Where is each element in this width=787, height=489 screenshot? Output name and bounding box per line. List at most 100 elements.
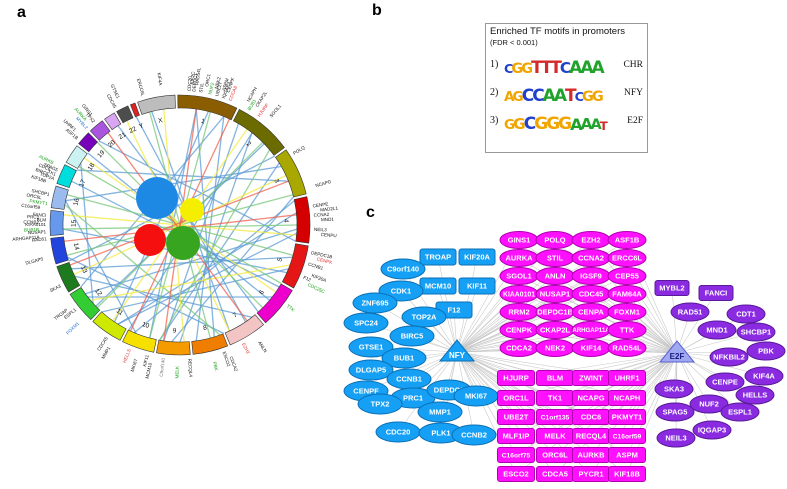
gene-node-ESPL1 bbox=[720, 402, 760, 422]
gene-node-label-TTK: TTK bbox=[620, 325, 635, 334]
gene-node-label-UHRF1: UHRF1 bbox=[614, 373, 639, 382]
circos-gene-label-ORC1: ORC1 bbox=[204, 73, 211, 87]
gene-node-label-FANCI: FANCI bbox=[705, 288, 728, 297]
gene-node-label-CDC20: CDC20 bbox=[386, 427, 411, 436]
gene-node-C16orf75 bbox=[497, 447, 535, 463]
motif-letter: A bbox=[542, 86, 556, 106]
circos-gene-label-CENPK: CENPK bbox=[316, 256, 333, 265]
gene-node-label-EZH2: EZH2 bbox=[581, 235, 600, 244]
motif-letter: A bbox=[580, 58, 593, 78]
circos-chord bbox=[74, 275, 253, 318]
chromosome-arc-12 bbox=[69, 287, 101, 321]
gene-node-label-PBK: PBK bbox=[758, 346, 774, 355]
panel-label-c: c bbox=[366, 204, 375, 221]
circos-chord bbox=[65, 165, 282, 202]
gene-node-label-TOP2A: TOP2A bbox=[412, 312, 437, 321]
circos-gene-label-DEPDC1: DEPDC1 bbox=[191, 72, 198, 91]
chromosome-number-5: 5 bbox=[276, 257, 284, 263]
gene-node-label-DLGAP5: DLGAP5 bbox=[356, 365, 386, 374]
circos-gene-label-KIAA0101: KIAA0101 bbox=[25, 222, 46, 227]
circos-gene-label-PKMYT1: PKMYT1 bbox=[29, 198, 48, 206]
chromosome-arc-21 bbox=[104, 112, 122, 131]
gene-node-FAM64A bbox=[607, 285, 647, 303]
motif-letter: A bbox=[591, 58, 604, 78]
chromosome-number-2: 2 bbox=[245, 140, 253, 148]
gene-node-label-BLM: BLM bbox=[547, 373, 563, 382]
chromosome-arc-11 bbox=[92, 311, 127, 341]
chromosome-number-22: 22 bbox=[128, 125, 138, 135]
gene-node-MYBL2 bbox=[654, 280, 690, 296]
gene-node-BIRC5 bbox=[389, 325, 435, 347]
motif-rank: 2) bbox=[490, 87, 499, 99]
tf-hub-E2F bbox=[658, 340, 696, 363]
chromosome-arc-20 bbox=[89, 120, 111, 141]
gene-node-label-ESCO2: ESCO2 bbox=[503, 469, 528, 478]
circos-gene-label-CDC25C: CDC25C bbox=[307, 282, 326, 295]
circos-gene-label-AURKB: AURKB bbox=[38, 154, 54, 165]
chromosome-arc-X bbox=[137, 94, 176, 115]
chromosome-number-9: 9 bbox=[173, 327, 177, 334]
motif-letter: G bbox=[511, 61, 523, 78]
gene-node-KIF18B bbox=[608, 466, 646, 482]
circos-gene-label-TTK: TTK bbox=[286, 303, 297, 313]
chromosome-number-10: 10 bbox=[141, 321, 150, 330]
gene-node-SPC24 bbox=[343, 312, 389, 334]
gene-node-CENPE bbox=[705, 372, 745, 392]
gene-node-label-F12: F12 bbox=[448, 305, 461, 314]
chromosome-arc-10 bbox=[122, 329, 157, 353]
gene-node-HJURP bbox=[497, 370, 535, 386]
network-edge bbox=[456, 285, 478, 353]
circos-gene-label-KIF2C: KIF2C bbox=[190, 71, 196, 85]
circos-gene-label-CENPE: CENPE bbox=[312, 201, 328, 208]
chromosome-number-3: 3 bbox=[272, 178, 280, 185]
motif-letter: A bbox=[570, 114, 582, 134]
gene-node-label-STIL: STIL bbox=[547, 253, 564, 262]
gene-node-label-AURKB: AURKB bbox=[577, 450, 605, 459]
gene-node-C16orf59 bbox=[608, 428, 646, 444]
circos-gene-label-ERCC6L: ERCC6L bbox=[136, 78, 146, 97]
gene-node-label-C9orf140: C9orf140 bbox=[387, 264, 419, 273]
gene-node-GTSE1 bbox=[348, 336, 394, 358]
motif-letter: G bbox=[534, 114, 548, 134]
circos-gene-label-BIRC5: BIRC5 bbox=[35, 167, 50, 177]
circos-gene-label-ORC6L: ORC6L bbox=[26, 192, 42, 200]
chromosome-number-18: 18 bbox=[87, 162, 97, 172]
gene-node-label-NFKBIL2: NFKBIL2 bbox=[713, 352, 745, 361]
gene-node-label-PLK1: PLK1 bbox=[431, 428, 450, 437]
gene-node-ESCO2 bbox=[497, 466, 535, 482]
gene-node-label-CDCA5: CDCA5 bbox=[542, 469, 568, 478]
gene-node-C9orf140 bbox=[380, 258, 426, 280]
motif-letter: T bbox=[540, 58, 553, 78]
gene-node-TPX2 bbox=[357, 393, 403, 415]
gene-node-label-ORC6L: ORC6L bbox=[542, 450, 568, 459]
gene-node-label-CEP55: CEP55 bbox=[615, 271, 639, 280]
gene-node-label-AURKA: AURKA bbox=[505, 253, 533, 262]
chromosome-number-12: 12 bbox=[93, 288, 103, 298]
chromosome-arc-7 bbox=[224, 314, 264, 346]
gene-node-RAD54L bbox=[607, 339, 647, 357]
circos-gene-label-TPX2: TPX2 bbox=[85, 112, 97, 124]
network-edge bbox=[456, 351, 517, 418]
chromosome-number-14: 14 bbox=[72, 242, 80, 251]
gene-node-TOP2A bbox=[401, 306, 447, 328]
gene-node-label-NCAPG: NCAPG bbox=[577, 393, 604, 402]
circos-gene-label-IQGAP3: IQGAP3 bbox=[221, 81, 231, 99]
chromosome-arc-19 bbox=[78, 132, 98, 153]
gene-node-ASF1B bbox=[607, 231, 647, 249]
chromosome-number-6: 6 bbox=[258, 289, 266, 297]
gene-node-CEP55 bbox=[607, 267, 647, 285]
gene-node-label-UBE2T: UBE2T bbox=[504, 412, 529, 421]
gene-node-label-KIF14: KIF14 bbox=[581, 343, 602, 352]
gene-node-label-POLQ: POLQ bbox=[544, 235, 565, 244]
gene-node-label-SPC24: SPC24 bbox=[354, 318, 379, 327]
gene-node-label-ANLN: ANLN bbox=[545, 271, 566, 280]
gene-node-label-PKMYT1: PKMYT1 bbox=[612, 412, 642, 421]
motif-letter: C bbox=[523, 114, 537, 134]
gene-node-label-MCM10: MCM10 bbox=[425, 281, 451, 290]
circos-gene-label-CCNB2: CCNB2 bbox=[23, 219, 39, 224]
circos-gene-label-MAD2L1: MAD2L1 bbox=[320, 206, 339, 213]
motif-row-CHR: 1) C G G T T T C A A A CHR bbox=[490, 54, 643, 78]
